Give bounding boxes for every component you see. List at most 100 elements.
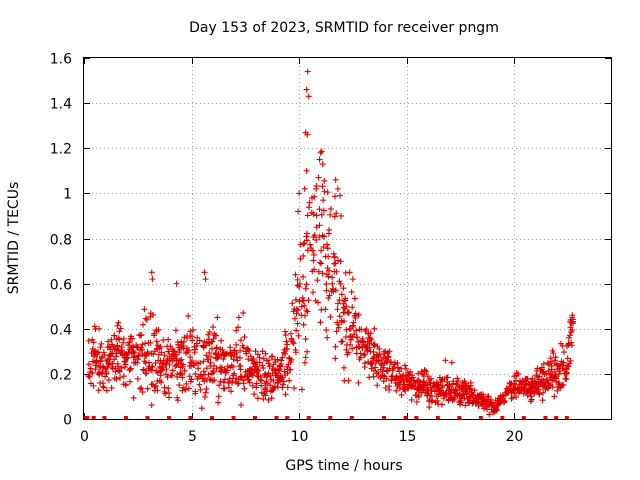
zero-marker	[554, 416, 559, 420]
data-point	[345, 349, 352, 356]
data-point	[501, 398, 508, 405]
data-point	[89, 370, 96, 377]
data-point	[535, 386, 542, 393]
data-point	[300, 273, 307, 280]
data-point	[176, 357, 183, 364]
data-point	[176, 381, 183, 388]
data-point	[126, 339, 133, 346]
data-point	[238, 401, 245, 408]
data-point	[295, 332, 302, 339]
data-point	[326, 226, 333, 233]
data-point	[173, 280, 180, 287]
data-point	[147, 339, 154, 346]
data-point	[254, 373, 261, 380]
data-point	[386, 348, 393, 355]
data-point	[265, 396, 272, 403]
data-point	[295, 208, 302, 215]
data-point	[262, 392, 269, 399]
data-point	[158, 349, 165, 356]
data-point	[324, 241, 331, 248]
data-point	[237, 362, 244, 369]
data-point	[309, 194, 316, 201]
data-point	[240, 380, 247, 387]
data-point	[568, 339, 575, 346]
data-point	[338, 291, 345, 298]
data-point	[349, 304, 356, 311]
data-point	[225, 384, 232, 391]
data-point	[85, 337, 92, 344]
data-point	[282, 328, 289, 335]
data-point	[366, 374, 373, 381]
y-tick-label: 0.4	[50, 323, 72, 339]
data-point	[202, 276, 209, 283]
data-point	[116, 336, 123, 343]
data-point	[400, 372, 407, 379]
data-point	[303, 230, 310, 237]
data-point	[300, 321, 307, 328]
data-point	[131, 349, 138, 356]
data-point	[162, 390, 169, 397]
data-point	[257, 376, 264, 383]
data-point	[105, 338, 112, 345]
data-point	[100, 349, 107, 356]
data-point	[563, 369, 570, 376]
data-point	[351, 295, 358, 302]
data-point	[544, 376, 551, 383]
data-point	[333, 210, 340, 217]
data-point	[282, 391, 289, 398]
data-point	[426, 404, 433, 411]
data-point	[287, 366, 294, 373]
data-point	[524, 376, 531, 383]
data-point	[221, 376, 228, 383]
data-point	[247, 353, 254, 360]
data-point	[221, 385, 228, 392]
x-tick-label: 5	[188, 429, 197, 445]
data-point	[196, 381, 203, 388]
data-point	[334, 300, 341, 307]
data-point	[252, 348, 259, 355]
data-point	[258, 377, 265, 384]
zero-marker	[145, 416, 150, 420]
data-point	[141, 306, 148, 313]
data-point	[342, 269, 349, 276]
data-point	[139, 389, 146, 396]
data-point	[172, 363, 179, 370]
data-point	[306, 199, 313, 206]
data-point	[404, 384, 411, 391]
data-point	[322, 306, 329, 313]
data-point	[305, 93, 312, 100]
data-point	[115, 319, 122, 326]
data-point	[374, 382, 381, 389]
data-point	[327, 313, 334, 320]
data-point	[512, 377, 519, 384]
data-point	[386, 386, 393, 393]
data-point	[319, 270, 326, 277]
data-point	[161, 352, 168, 359]
data-point	[401, 362, 408, 369]
plot-frame	[83, 57, 612, 420]
data-point	[566, 360, 573, 367]
data-point	[336, 313, 343, 320]
data-point	[215, 399, 222, 406]
data-point	[348, 288, 355, 295]
data-point	[547, 355, 554, 362]
data-point	[210, 369, 217, 376]
data-point	[550, 350, 557, 357]
data-point	[353, 327, 360, 334]
data-point	[332, 343, 339, 350]
data-point	[145, 359, 152, 366]
data-point	[331, 193, 338, 200]
data-point	[270, 377, 277, 384]
data-point	[341, 318, 348, 325]
data-point	[361, 352, 368, 359]
data-point	[262, 350, 269, 357]
data-point	[138, 384, 145, 391]
data-point	[297, 255, 304, 262]
data-point	[284, 384, 291, 391]
data-point	[122, 381, 129, 388]
data-point	[283, 338, 290, 345]
data-point	[315, 299, 322, 306]
data-point	[233, 349, 240, 356]
zero-marker	[403, 416, 408, 420]
data-point	[205, 371, 212, 378]
